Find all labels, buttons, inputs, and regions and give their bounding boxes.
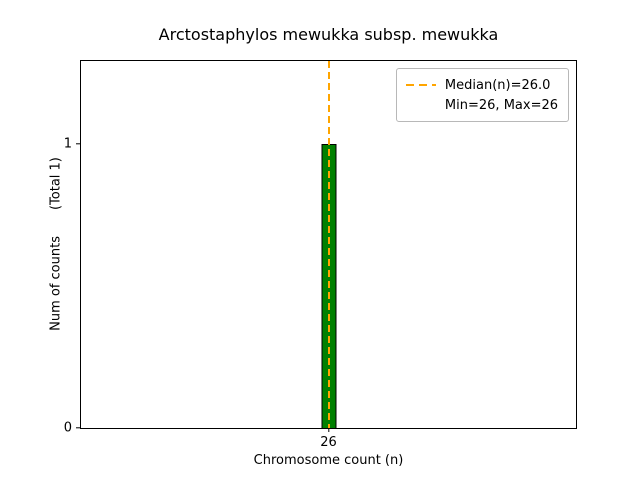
legend-sample-spacer — [406, 104, 436, 106]
x-axis-label: Chromosome count (n) — [253, 453, 404, 468]
legend-entry-minmax: Min=26, Max=26 — [444, 97, 558, 113]
y-tick-label-0: 0 — [63, 420, 72, 436]
y-tick-mark-0 — [76, 427, 80, 429]
y-axis-total-text: (Total 1) — [48, 157, 64, 211]
y-tick-label-1: 1 — [63, 136, 72, 151]
y-tick-mark-1 — [76, 142, 80, 145]
legend-entry-median: Median(n)=26.0 — [444, 77, 551, 93]
median-line-legend-sample-icon — [405, 84, 436, 86]
chart-title: Arctostaphylos mewukka subsp. mewukka — [158, 25, 499, 44]
y-axis-label: Num of counts (Total 1) — [49, 157, 64, 331]
median-line — [327, 61, 330, 428]
legend-row-minmax: Min=26, Max=26 — [406, 95, 558, 115]
y-axis-label-text: Num of counts — [48, 236, 64, 331]
legend: Median(n)=26.0 Min=26, Max=26 — [395, 68, 569, 122]
x-tick-mark-26 — [327, 428, 330, 432]
plot-area: Median(n)=26.0 Min=26, Max=26 1 0 26 — [64, 60, 577, 450]
legend-row-median: Median(n)=26.0 — [405, 75, 558, 95]
x-tick-label-26: 26 — [320, 435, 337, 450]
